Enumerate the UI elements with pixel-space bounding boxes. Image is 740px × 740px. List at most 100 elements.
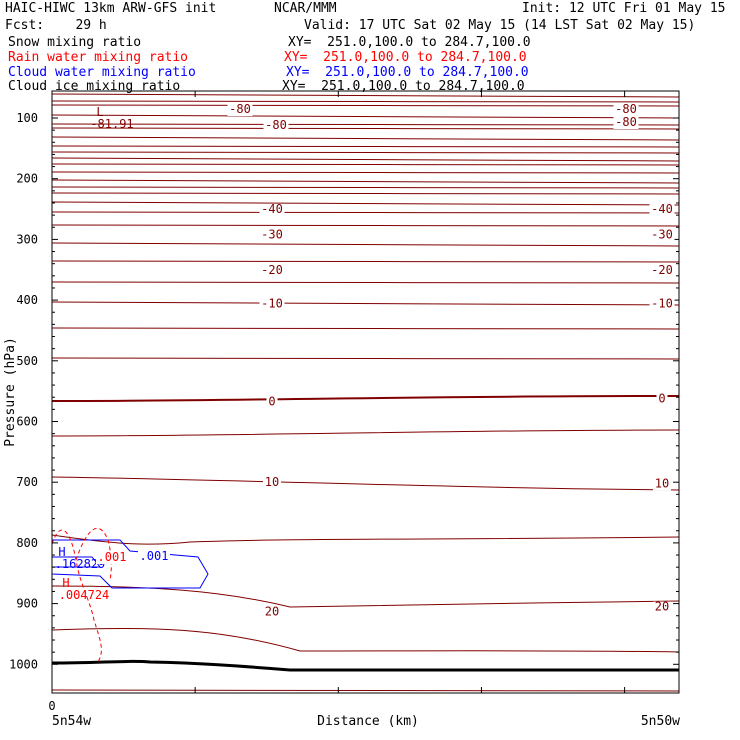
isotherm-line [51, 242, 680, 247]
isotherm-line [51, 114, 680, 119]
isotherm-line [51, 201, 680, 206]
isotherm-line [51, 93, 680, 98]
isotherm-label-bg [649, 229, 675, 242]
field-xy-snow: XY= 251.0,100.0 to 284.7,100.0 [288, 35, 531, 50]
isotherm-line [51, 689, 680, 692]
isotherm-label: -80 [615, 102, 637, 116]
isotherm-line [51, 429, 680, 437]
isotherm-line [51, 192, 680, 195]
isotherm-label: 10 [655, 476, 669, 490]
contour-labels: -80 -80-80 -80-40 -40-30 -30-20 -20-10 -100 010… [55, 102, 675, 619]
isotherm-label-bg [259, 298, 285, 311]
isotherm-label-bg [259, 229, 285, 242]
isotherm-label-bg [649, 264, 675, 277]
isotherm-label: -30 [261, 228, 283, 242]
isotherm-label: 0 [658, 391, 665, 405]
isotherm-label: 10 [265, 475, 279, 489]
isotherm-label-bg [649, 298, 675, 311]
extremum-letter: H [58, 545, 65, 559]
rain-water-contours [51, 528, 112, 663]
isotherm-line [51, 534, 680, 545]
isotherm-label: -40 [261, 202, 283, 216]
rain-water-label: .001 [98, 550, 127, 564]
isotherm-line [51, 327, 680, 330]
isotherm-label: 0 [268, 394, 275, 408]
isotherm-label-bg [653, 478, 671, 491]
rain-water-label-bg [96, 552, 128, 564]
isotherm-line [51, 301, 680, 306]
isotherm-label-bg [259, 204, 285, 217]
isotherm-line [51, 136, 680, 141]
plot-frame [51, 90, 680, 694]
isotherm-line [51, 163, 680, 166]
field-name-cloud-water: Cloud water mixing ratio [8, 65, 196, 80]
isotherm-label-bg [649, 204, 675, 217]
isotherm-line [51, 186, 680, 189]
isotherm-line [51, 151, 680, 154]
isotherm-label-bg [263, 120, 289, 132]
cloud-water-label: .001 [140, 549, 169, 563]
model-title: HAIC-HIWC 13km ARW-GFS init [5, 1, 217, 16]
cloud-water-label-bg [138, 551, 170, 563]
extremum-letter: H [62, 576, 69, 590]
isotherm-label: -10 [261, 297, 283, 311]
field-name-snow: Snow mixing ratio [8, 35, 142, 50]
org-label: NCAR/MMM [274, 1, 337, 16]
isotherm-label: -80 [615, 115, 637, 129]
field-xy-rain: XY= 251.0,100.0 to 284.7,100.0 [284, 50, 527, 65]
isotherm-label: -80 [265, 118, 287, 132]
y-tick-label: 1000 [9, 657, 38, 671]
freezing-level-line [51, 395, 680, 402]
isotherm-line [51, 145, 680, 148]
isotherm-label-bg [613, 117, 639, 129]
isotherm-label-bg [263, 477, 281, 490]
isotherm-label-bg [259, 264, 285, 277]
isotherm-line [51, 179, 680, 184]
terrain-surface [51, 659, 679, 672]
x-axis-label: Distance (km) [317, 714, 419, 729]
field-name-cloud-ice: Cloud ice mixing ratio [8, 79, 181, 94]
isotherm-line [51, 627, 680, 653]
isotherm-line [51, 157, 680, 162]
y-tick-label: 600 [16, 415, 38, 429]
isotherm-label-bg [613, 104, 639, 116]
isotherm-line [51, 224, 680, 227]
isotherm-line [51, 211, 680, 214]
isotherm-label: -20 [261, 263, 283, 277]
valid-time: Valid: 17 UTC Sat 02 May 15 (14 LST Sat … [304, 18, 696, 33]
temperature-contours [51, 93, 680, 692]
rain-water-contour-lobe [75, 528, 112, 581]
x-zero-label: 0 [48, 699, 55, 713]
isotherm-line [51, 104, 680, 107]
isotherm-label-bg [656, 393, 668, 406]
y-tick-label: 100 [16, 111, 38, 125]
isotherm-line [51, 171, 680, 174]
field-xy-cloud-ice: XY= 251.0,100.0 to 284.7,100.0 [282, 79, 525, 94]
field-xy-cloud-water: XY= 251.0,100.0 to 284.7,100.0 [286, 65, 529, 80]
isotherm-line [51, 127, 680, 130]
isotherm-label-bg [227, 104, 253, 116]
extremum-value: -81.91 [90, 117, 133, 131]
init-time: Init: 12 UTC Fri 01 May 15 [522, 1, 726, 16]
extremum-letter: L [96, 105, 103, 119]
isotherm-label: -40 [651, 202, 673, 216]
y-tick-label: 400 [16, 293, 38, 307]
y-tick-label: 900 [16, 597, 38, 611]
isotherm-line [51, 476, 680, 491]
x-left-label: 5n54w [52, 714, 91, 729]
isotherm-line [51, 100, 680, 103]
extremum-value: .162829 [55, 557, 106, 571]
isotherm-label: 20 [265, 604, 279, 618]
isotherm-line [51, 281, 680, 284]
surface-line [51, 659, 679, 672]
y-tick-label: 500 [16, 354, 38, 368]
isotherm-label-bg [653, 601, 671, 614]
field-name-rain: Rain water mixing ratio [8, 50, 189, 65]
isotherm-label: -10 [651, 297, 673, 311]
isotherm-label-bg [266, 396, 278, 409]
y-tick-label: 700 [16, 475, 38, 489]
isotherm-label: -20 [651, 263, 673, 277]
isotherm-line [51, 260, 680, 263]
